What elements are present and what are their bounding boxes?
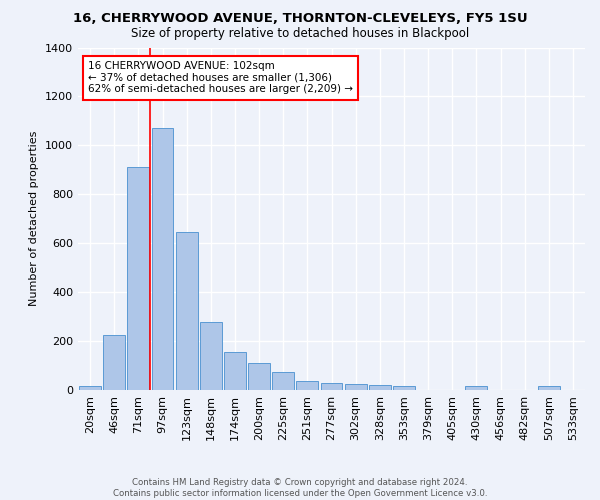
Bar (296, 382, 318, 390)
Bar (466, 386, 487, 390)
Bar (176, 232, 197, 390)
Bar (152, 128, 173, 390)
Bar (224, 352, 246, 390)
Bar (200, 322, 221, 390)
Bar (345, 384, 367, 390)
Bar (103, 335, 125, 390)
Y-axis label: Number of detached properties: Number of detached properties (29, 131, 40, 306)
Bar (369, 385, 391, 390)
Bar (272, 372, 294, 390)
Text: Size of property relative to detached houses in Blackpool: Size of property relative to detached ho… (131, 28, 469, 40)
Bar (538, 386, 560, 390)
Bar (79, 386, 101, 390)
Text: 16 CHERRYWOOD AVENUE: 102sqm
← 37% of detached houses are smaller (1,306)
62% of: 16 CHERRYWOOD AVENUE: 102sqm ← 37% of de… (88, 61, 353, 94)
Bar (320, 382, 343, 390)
Bar (127, 168, 149, 390)
Text: 16, CHERRYWOOD AVENUE, THORNTON-CLEVELEYS, FY5 1SU: 16, CHERRYWOOD AVENUE, THORNTON-CLEVELEY… (73, 12, 527, 26)
Bar (393, 386, 415, 390)
Text: Contains HM Land Registry data © Crown copyright and database right 2024.
Contai: Contains HM Land Registry data © Crown c… (113, 478, 487, 498)
Bar (248, 363, 270, 390)
